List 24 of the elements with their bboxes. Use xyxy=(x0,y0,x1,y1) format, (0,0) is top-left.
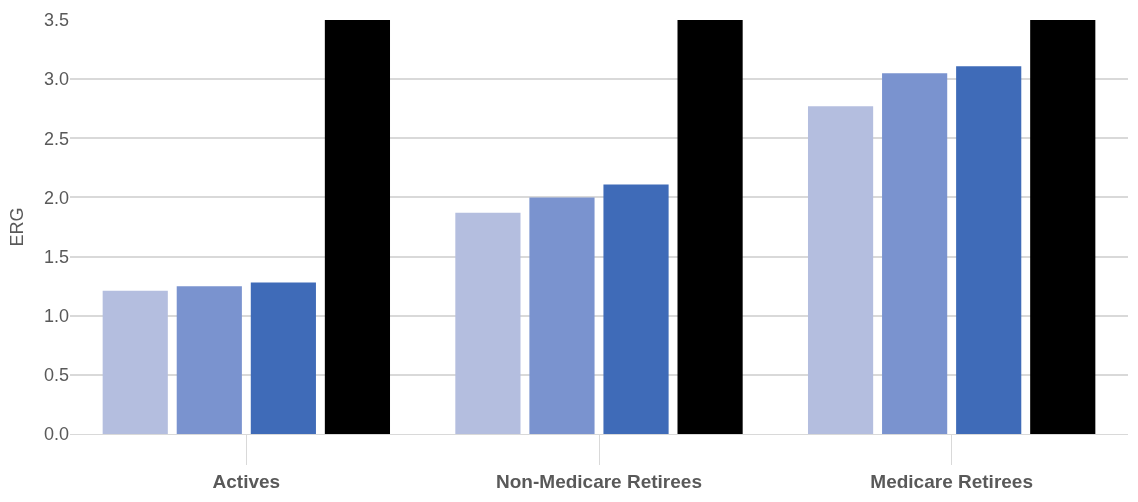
y-tick-label: 1.5 xyxy=(43,246,69,267)
bar xyxy=(677,20,743,434)
y-tick-label: 2.0 xyxy=(43,187,69,208)
y-tick-label: 0.0 xyxy=(43,424,69,445)
x-tick-label: Actives xyxy=(212,470,281,492)
y-tick-label: 3.5 xyxy=(43,10,69,31)
x-tick-label: Medicare Retirees xyxy=(870,470,1033,492)
bar xyxy=(529,197,595,434)
bar xyxy=(250,282,316,434)
bar xyxy=(807,106,874,434)
bar xyxy=(324,20,391,434)
bar xyxy=(603,184,669,434)
bar xyxy=(102,290,168,434)
bar xyxy=(176,286,242,434)
bar xyxy=(455,212,521,434)
y-tick-label: 3.0 xyxy=(43,69,69,90)
y-axis-title: ERG xyxy=(7,207,28,247)
y-tick-label: 1.0 xyxy=(43,306,69,327)
y-tick-label: 0.5 xyxy=(43,365,69,386)
y-tick-label: 2.5 xyxy=(43,128,69,149)
bar xyxy=(882,73,948,434)
bar xyxy=(1030,20,1096,434)
x-tick-label: Non-Medicare Retirees xyxy=(496,470,702,492)
bar xyxy=(956,66,1022,434)
